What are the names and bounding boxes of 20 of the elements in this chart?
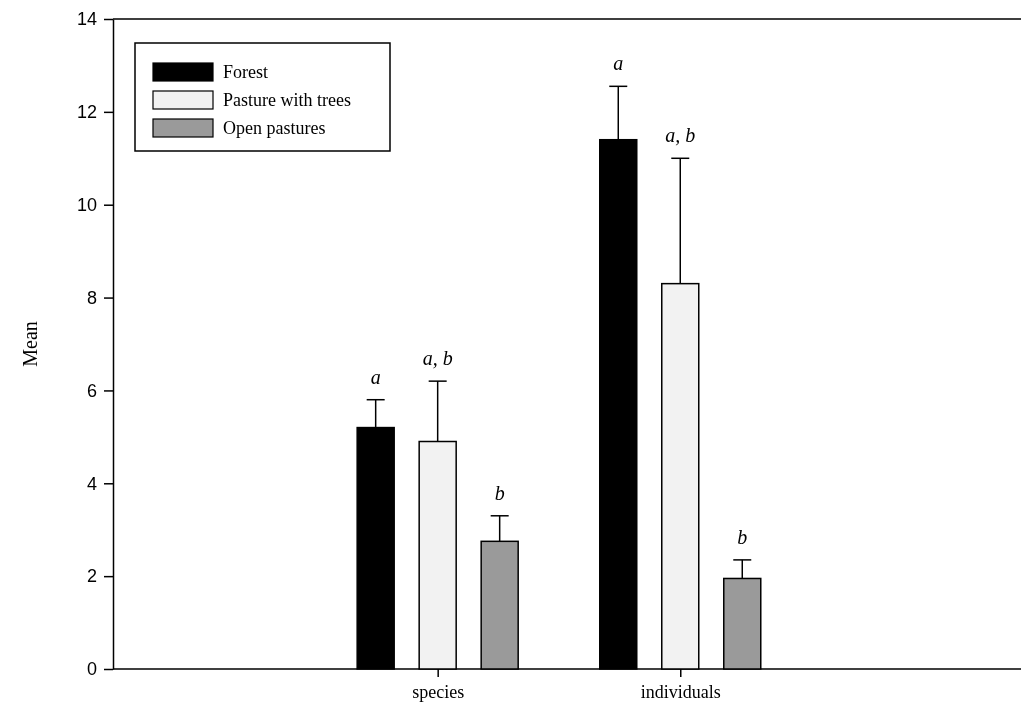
annotation: b bbox=[737, 525, 748, 548]
y-axis-title: Mean bbox=[19, 321, 41, 367]
annotation: b bbox=[494, 481, 505, 504]
legend-label: Open pastures bbox=[223, 118, 326, 138]
legend-label: Pasture with trees bbox=[223, 90, 351, 110]
y-tick-label: 8 bbox=[86, 287, 97, 308]
y-tick-label: 10 bbox=[76, 194, 97, 215]
y-tick-label: 14 bbox=[76, 9, 97, 30]
x-tick-label: individuals bbox=[640, 681, 721, 702]
legend-label: Forest bbox=[223, 62, 268, 82]
annotation: a bbox=[370, 365, 381, 388]
annotation: a bbox=[613, 52, 624, 75]
y-tick-label: 12 bbox=[76, 102, 97, 123]
annotation: a, b bbox=[422, 347, 453, 370]
x-tick-label: species bbox=[412, 681, 465, 702]
annotation: a, b bbox=[665, 124, 696, 147]
y-tick-label: 4 bbox=[86, 473, 97, 494]
y-tick-label: 6 bbox=[86, 380, 97, 401]
y-tick-label: 2 bbox=[86, 566, 97, 587]
y-tick-label: 0 bbox=[86, 659, 97, 680]
